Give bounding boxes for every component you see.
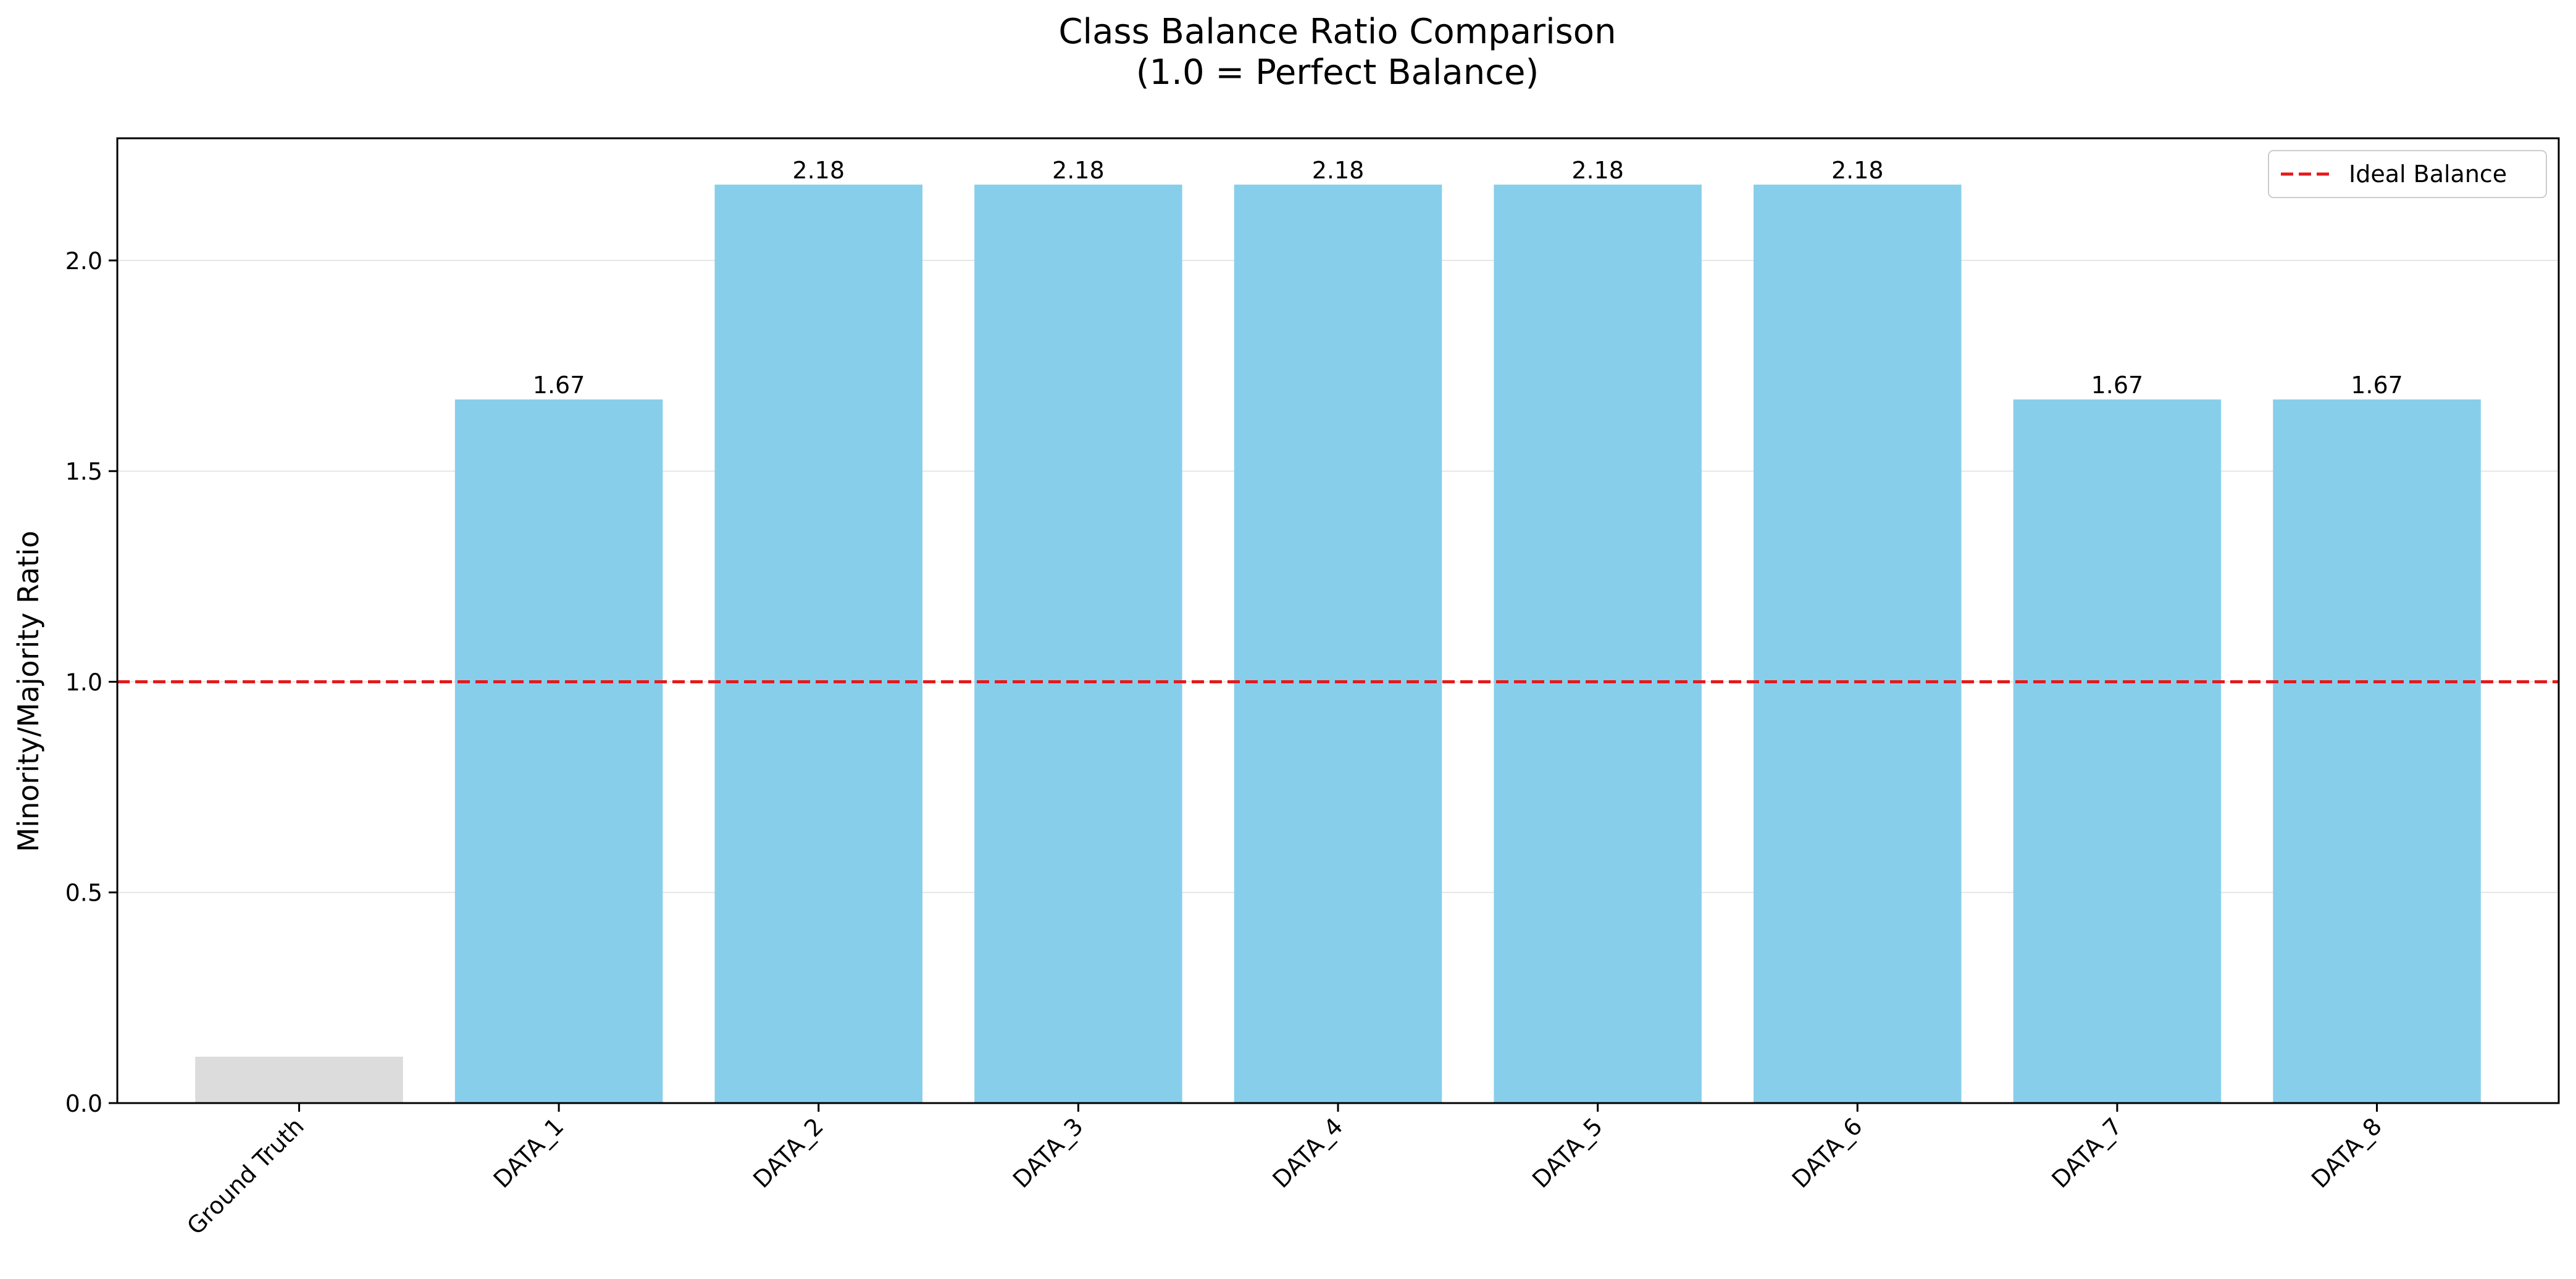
title-group: Class Balance Ratio Comparison (1.0 = Pe… xyxy=(1058,12,1616,93)
y-tick-label: 2.0 xyxy=(65,248,102,275)
bar-data-5 xyxy=(1494,185,1702,1103)
chart-subtitle: (1.0 = Perfect Balance) xyxy=(1136,52,1539,93)
x-tick-label: Ground Truth xyxy=(182,1112,309,1240)
legend-box xyxy=(2268,150,2547,198)
bar-data-8 xyxy=(2273,399,2481,1103)
legend-label-ideal-balance: Ideal Balance xyxy=(2349,160,2507,188)
legend: Ideal Balance xyxy=(2268,150,2547,198)
x-tick-label: DATA_2 xyxy=(748,1112,829,1193)
x-tick-label: DATA_3 xyxy=(1008,1112,1089,1193)
bar-data-4 xyxy=(1234,185,1442,1103)
y-axis-label: Minority/Majority Ratio xyxy=(12,531,45,852)
x-tick-label: DATA_4 xyxy=(1267,1112,1348,1193)
chart-title: Class Balance Ratio Comparison xyxy=(1058,12,1616,52)
bar-data-3 xyxy=(974,185,1182,1103)
x-tick-label: DATA_7 xyxy=(2046,1112,2127,1193)
x-tick-label: DATA_8 xyxy=(2306,1112,2387,1193)
bar-ground-truth xyxy=(195,1056,403,1103)
x-tick-label: DATA_5 xyxy=(1527,1112,1608,1193)
bar-value-label: 1.67 xyxy=(2091,372,2144,399)
bars-layer xyxy=(195,185,2481,1103)
bar-value-label: 1.67 xyxy=(533,372,585,399)
x-tick-label: DATA_1 xyxy=(488,1112,569,1193)
bar-value-label: 2.18 xyxy=(792,157,845,184)
y-tick-label: 1.5 xyxy=(65,458,102,485)
bar-value-label: 2.18 xyxy=(1052,157,1105,184)
bar-value-label: 1.67 xyxy=(2351,372,2403,399)
y-tick-label: 1.0 xyxy=(65,669,102,696)
y-tick-label: 0.0 xyxy=(65,1090,102,1117)
bar-data-7 xyxy=(2013,399,2222,1103)
bar-value-label: 2.18 xyxy=(1831,157,1884,184)
bar-data-6 xyxy=(1754,185,1962,1103)
bar-value-label: 2.18 xyxy=(1571,157,1624,184)
bar-value-label: 2.18 xyxy=(1312,157,1365,184)
value-labels-layer: 1.67 2.18 2.18 2.18 2.18 2.18 1.67 1.67 xyxy=(533,157,2403,399)
bar-data-1 xyxy=(454,399,663,1103)
y-tick-label: 0.5 xyxy=(65,880,102,907)
bar-data-2 xyxy=(714,185,922,1103)
x-tick-label: DATA_6 xyxy=(1787,1112,1868,1193)
